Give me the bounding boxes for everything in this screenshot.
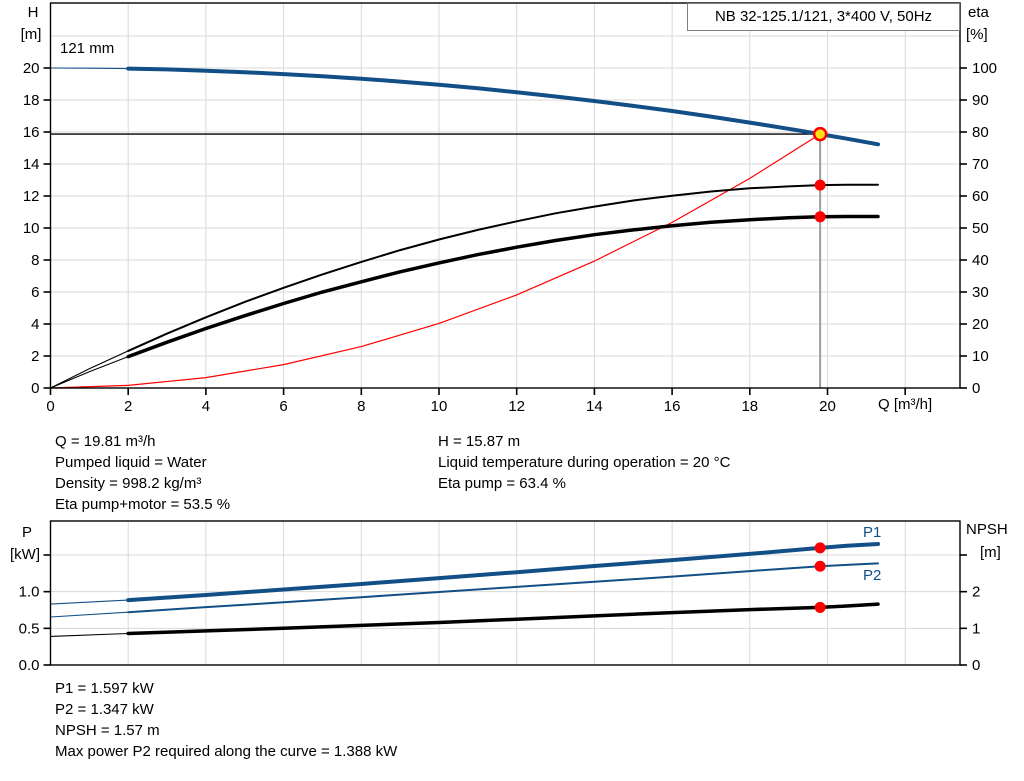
x-tick-label: 4 [202, 398, 210, 415]
right-tick-label: 60 [972, 188, 989, 205]
info-p1: P1 = 1.597 kW [55, 680, 154, 697]
info-q: Q = 19.81 m³/h [55, 433, 156, 450]
operating-point-dot [814, 601, 826, 613]
system-curve [50, 133, 821, 389]
left-tick-label: 4 [31, 316, 39, 333]
right-tick-label: 90 [972, 92, 989, 109]
head-curve [126, 66, 880, 147]
duty-info-left-column: Q = 19.81 m³/h Pumped liquid = Water Den… [55, 431, 230, 515]
npsh-axis-name: NPSH [966, 521, 1008, 538]
p2-curve [127, 562, 879, 614]
left-tick-label: 14 [23, 156, 40, 173]
left-tick-label: 10 [23, 220, 40, 237]
right-tick-label: 2 [972, 584, 980, 601]
p1-curve-label: P1 [863, 524, 882, 541]
x-tick-label: 16 [664, 398, 681, 415]
plot-border [49, 520, 961, 666]
h-axis-name: H [27, 4, 39, 21]
duty-info-right-column: H = 15.87 m Liquid temperature during op… [438, 431, 730, 494]
npsh-curve-lead-in [50, 632, 129, 637]
right-tick-label: 0 [972, 657, 980, 674]
p1-curve-lead-in [50, 599, 129, 605]
right-tick-label: 20 [972, 316, 989, 333]
right-tick-label: 80 [972, 124, 989, 141]
left-tick-label: 18 [23, 92, 40, 109]
info-eta-pump-motor: Eta pump+motor = 53.5 % [55, 496, 231, 513]
left-tick-label: 0 [31, 380, 39, 397]
eta-pump-motor-curve-lead-in [50, 356, 129, 389]
left-tick-label: 0.0 [19, 657, 40, 674]
eta-pump-curve [127, 183, 879, 352]
info-npsh: NPSH = 1.57 m [55, 722, 160, 739]
left-tick-label: 2 [31, 348, 39, 365]
right-tick-label: 10 [972, 348, 989, 365]
right-tick-label: 100 [972, 60, 997, 77]
info-density: Density = 998.2 kg/m³ [55, 475, 202, 492]
info-p2: P2 = 1.347 kW [55, 701, 154, 718]
left-tick-label: 8 [31, 252, 39, 269]
right-tick-label: 30 [972, 284, 989, 301]
eta-axis-unit: [%] [966, 26, 988, 43]
left-tick-label: 0.5 [19, 620, 40, 637]
info-eta-pump: Eta pump = 63.4 % [438, 475, 566, 492]
q-axis-label: Q [m³/h] [878, 396, 933, 413]
x-tick-label: 0 [46, 398, 54, 415]
right-tick-label: 1 [972, 620, 980, 637]
power-info-block: P1 = 1.597 kW P2 = 1.347 kW NPSH = 1.57 … [55, 678, 397, 762]
p-axis-name: P [21, 524, 32, 541]
left-tick-label: 12 [23, 188, 40, 205]
operating-point-dot [814, 560, 826, 572]
info-liquid-temperature: Liquid temperature during operation = 20… [438, 454, 731, 471]
left-tick-label: 6 [31, 284, 39, 301]
p-axis-unit: [kW] [10, 546, 40, 563]
info-h: H = 15.87 m [438, 433, 521, 450]
head-curve-lead-in [50, 67, 129, 70]
p2-curve-label: P2 [863, 567, 882, 584]
eta-pump-curve-lead-in [50, 350, 129, 389]
right-tick-label: 70 [972, 156, 989, 173]
pump-title-box: NB 32-125.1/121, 3*400 V, 50Hz [687, 3, 960, 31]
eta-pump-motor-curve [126, 214, 880, 359]
left-tick-label: 1.0 [19, 584, 40, 601]
npsh-axis-unit: [m] [980, 544, 1001, 561]
h-axis-unit: [m] [20, 26, 42, 43]
x-tick-label: 12 [508, 398, 525, 415]
x-tick-label: 8 [357, 398, 365, 415]
right-tick-label: 50 [972, 220, 989, 237]
x-tick-label: 6 [279, 398, 287, 415]
right-tick-label: 40 [972, 252, 989, 269]
x-tick-label: 10 [431, 398, 448, 415]
eta-axis-name: eta [968, 4, 989, 21]
npsh-curve [126, 602, 880, 636]
x-tick-label: 18 [741, 398, 758, 415]
x-tick-label: 14 [586, 398, 603, 415]
operating-point-dot [814, 211, 826, 223]
info-pumped-liquid: Pumped liquid = Water [55, 454, 207, 471]
duty-point-marker [812, 126, 828, 142]
x-tick-label: 2 [124, 398, 132, 415]
left-tick-label: 16 [23, 124, 40, 141]
operating-point-dot [814, 179, 826, 191]
info-max-power: Max power P2 required along the curve = … [55, 743, 398, 760]
operating-point-dot [814, 542, 826, 554]
x-tick-label: 20 [819, 398, 836, 415]
impeller-diameter-label: 121 mm [60, 40, 115, 57]
left-tick-label: 20 [23, 60, 40, 77]
right-tick-label: 0 [972, 380, 980, 397]
p2-curve-lead-in [50, 611, 129, 618]
